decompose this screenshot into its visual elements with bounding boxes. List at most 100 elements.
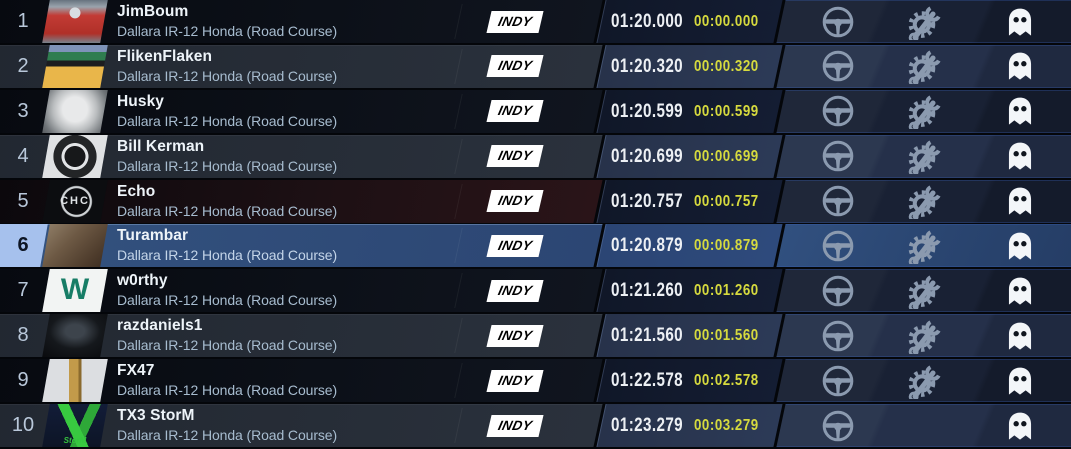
setup-wrench-icon[interactable] — [907, 93, 943, 130]
setup-wrench-icon[interactable] — [907, 4, 943, 40]
leaderboard-row[interactable]: 1 JimBoum Dallara IR-12 Honda (Road Cour… — [0, 0, 1071, 45]
driver-name: FX47 — [117, 362, 155, 380]
steering-wheel-icon[interactable] — [820, 408, 856, 444]
steering-wheel-icon[interactable] — [820, 273, 856, 309]
lap-time: 01:21.260 — [611, 279, 684, 302]
leaderboard-row[interactable]: 3 Husky Dallara IR-12 Honda (Road Course… — [0, 89, 1071, 135]
ghost-icon[interactable] — [1002, 228, 1038, 264]
driver-name: Bill Kerman — [117, 137, 205, 155]
steering-wheel-icon[interactable] — [820, 183, 856, 219]
lap-time: 01:21.560 — [611, 324, 684, 347]
ghost-icon[interactable] — [1002, 363, 1038, 399]
position-number: 3 — [17, 99, 29, 122]
driver-avatar-image — [42, 44, 108, 88]
ghost-icon[interactable] — [1002, 183, 1038, 219]
gap-time: 00:00.699 — [694, 147, 759, 165]
leaderboard-row[interactable]: 9 FX47 Dallara IR-12 Honda (Road Course)… — [0, 359, 1071, 404]
position-number: 9 — [17, 369, 29, 392]
steering-wheel-icon[interactable] — [820, 138, 856, 174]
driver-avatar: StorM — [42, 404, 108, 447]
leaderboard-row[interactable]: 8 razdaniels1 Dallara IR-12 Honda (Road … — [0, 314, 1071, 359]
gap-time: 00:00.757 — [694, 192, 759, 210]
driver-avatar — [42, 89, 108, 133]
driver-avatar-image: CHC — [42, 179, 108, 223]
setup-wrench-icon[interactable] — [907, 183, 943, 220]
car-name: Dallara IR-12 Honda (Road Course) — [117, 427, 338, 444]
steering-wheel-icon[interactable] — [820, 363, 856, 399]
class-badge: INDY — [486, 279, 544, 302]
driver-avatar-image — [42, 224, 108, 268]
class-badge: INDY — [486, 324, 544, 347]
driver-avatar — [42, 359, 108, 403]
driver-name: w0rthy — [117, 272, 168, 290]
leaderboard-row[interactable]: 6 Turambar Dallara IR-12 Honda (Road Cou… — [0, 224, 1071, 269]
lap-time: 01:22.578 — [611, 369, 684, 392]
avatar-text: StorM — [63, 435, 87, 445]
driver-avatar: W — [42, 269, 108, 313]
steering-wheel-icon[interactable] — [820, 318, 856, 354]
ghost-icon[interactable] — [1002, 93, 1038, 129]
position-number: 8 — [17, 324, 29, 347]
position-number: 4 — [17, 144, 29, 167]
gap-time: 00:02.578 — [694, 372, 759, 390]
leaderboard-row[interactable]: 7 W w0rthy Dallara IR-12 Honda (Road Cou… — [0, 269, 1071, 314]
setup-wrench-icon[interactable] — [907, 228, 943, 264]
driver-avatar — [42, 314, 108, 358]
gap-time: 00:03.279 — [694, 417, 759, 435]
driver-avatar-image — [42, 0, 108, 43]
driver-avatar: CHC — [42, 179, 108, 223]
lap-time: 01:20.699 — [611, 144, 684, 167]
setup-wrench-icon[interactable] — [907, 273, 943, 309]
setup-wrench-icon[interactable] — [907, 363, 943, 399]
steering-wheel-icon[interactable] — [820, 48, 856, 84]
driver-avatar-image: StorM — [42, 404, 108, 447]
driver-avatar-image: W — [42, 269, 108, 313]
setup-wrench-icon[interactable] — [907, 48, 943, 85]
class-badge: INDY — [486, 100, 544, 123]
position-number: 2 — [17, 54, 29, 77]
lap-time: 01:20.000 — [611, 10, 684, 32]
car-name: Dallara IR-12 Honda (Road Course) — [117, 292, 338, 309]
class-badge: INDY — [486, 190, 544, 213]
driver-name: TX3 StorM — [117, 407, 195, 425]
car-name: Dallara IR-12 Honda (Road Course) — [117, 247, 338, 264]
car-name: Dallara IR-12 Honda (Road Course) — [117, 337, 338, 354]
lap-time: 01:20.320 — [611, 54, 684, 77]
ghost-icon[interactable] — [1002, 318, 1038, 354]
gap-time: 00:01.260 — [694, 282, 759, 300]
ghost-icon[interactable] — [1002, 408, 1038, 444]
driver-name: Husky — [117, 92, 165, 110]
leaderboard-row[interactable]: 5 CHC Echo Dallara IR-12 Honda (Road Cou… — [0, 179, 1071, 225]
driver-avatar — [42, 134, 108, 178]
driver-avatar-image — [42, 314, 108, 358]
driver-avatar-image — [42, 89, 108, 133]
setup-wrench-icon[interactable] — [907, 138, 943, 175]
lap-time: 01:20.879 — [611, 234, 684, 257]
steering-wheel-icon[interactable] — [820, 93, 856, 129]
ghost-icon[interactable] — [1002, 138, 1038, 174]
gap-time: 00:00.879 — [694, 237, 759, 255]
class-badge: INDY — [486, 145, 544, 168]
steering-wheel-icon[interactable] — [820, 4, 856, 40]
setup-wrench-icon[interactable] — [907, 318, 943, 354]
driver-avatar — [42, 44, 108, 88]
leaderboard-row[interactable]: 2 FlikenFlaken Dallara IR-12 Honda (Road… — [0, 44, 1071, 90]
position-number: 6 — [17, 234, 29, 257]
driver-avatar — [42, 0, 108, 43]
leaderboard-row[interactable]: 4 Bill Kerman Dallara IR-12 Honda (Road … — [0, 134, 1071, 180]
car-name: Dallara IR-12 Honda (Road Course) — [117, 382, 338, 399]
class-badge: INDY — [486, 414, 544, 437]
leaderboard-row[interactable]: 10 StorM TX3 StorM Dallara IR-12 Honda (… — [0, 404, 1071, 449]
ghost-icon[interactable] — [1002, 4, 1038, 40]
car-name: Dallara IR-12 Honda (Road Course) — [117, 112, 338, 129]
gap-time: 00:00.320 — [694, 57, 759, 75]
lap-time: 01:23.279 — [611, 414, 684, 437]
ghost-icon[interactable] — [1002, 273, 1038, 309]
car-name: Dallara IR-12 Honda (Road Course) — [117, 67, 338, 84]
gap-time: 00:01.560 — [694, 327, 759, 345]
steering-wheel-icon[interactable] — [820, 228, 856, 264]
ghost-icon[interactable] — [1002, 48, 1038, 84]
class-badge: INDY — [486, 10, 544, 33]
class-badge: INDY — [486, 55, 544, 78]
driver-name: FlikenFlaken — [117, 47, 213, 65]
